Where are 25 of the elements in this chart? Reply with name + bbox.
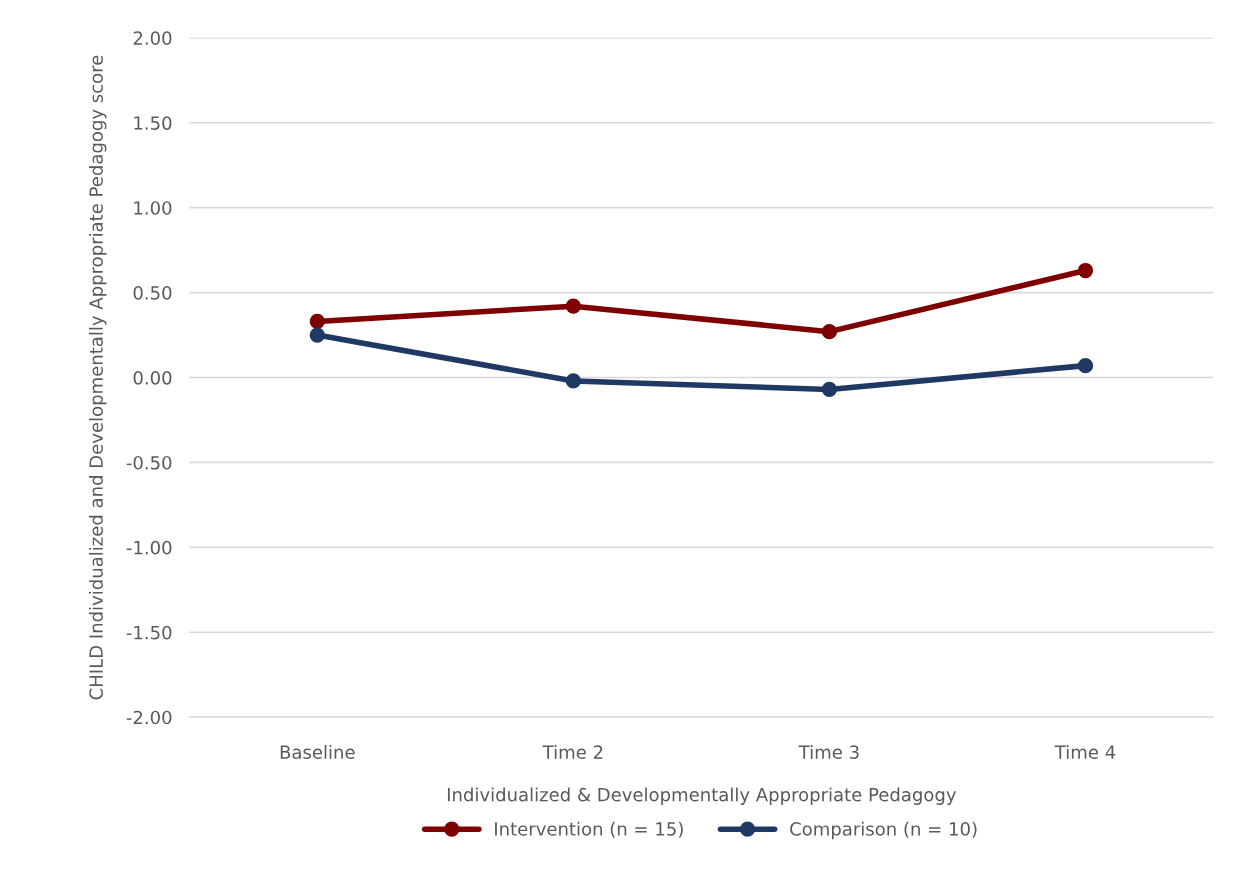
- y-tick-label: 0.00: [133, 370, 172, 385]
- point: [309, 313, 325, 330]
- y-tick-label: -1.50: [126, 625, 172, 640]
- y-tick-label: -0.50: [126, 455, 172, 470]
- x-tick-label: Time 3: [798, 744, 859, 759]
- x-tick-label: Time 2: [542, 744, 603, 759]
- y-tick-label: 0.50: [133, 286, 172, 300]
- point: [1077, 262, 1094, 279]
- x-axis-title: Individualized & Developmentally Appropriate Pedagogy: [447, 787, 957, 805]
- legend-label: Intervention (n = 15): [495, 821, 683, 838]
- legend-label: Comparison (n = 10): [790, 821, 977, 840]
- y-tick-label: 1.50: [134, 116, 172, 130]
- point: [309, 327, 325, 343]
- x-tick-label: Time 4: [1054, 744, 1116, 759]
- y-axis-title: CHILD Individualized and Developmentally Appropriate Pedagogy score: [88, 55, 107, 700]
- y-tick-label: -1.00: [126, 540, 172, 555]
- x-tick-label: Baseline: [280, 744, 355, 759]
- point: [821, 381, 838, 398]
- point: [565, 373, 581, 389]
- point: [821, 324, 838, 340]
- y-tick-label: 2.00: [133, 31, 172, 45]
- y-tick-label: -2.00: [126, 710, 172, 725]
- point: [565, 298, 581, 314]
- y-tick-label: 1.00: [134, 201, 172, 215]
- point: [1077, 357, 1094, 374]
